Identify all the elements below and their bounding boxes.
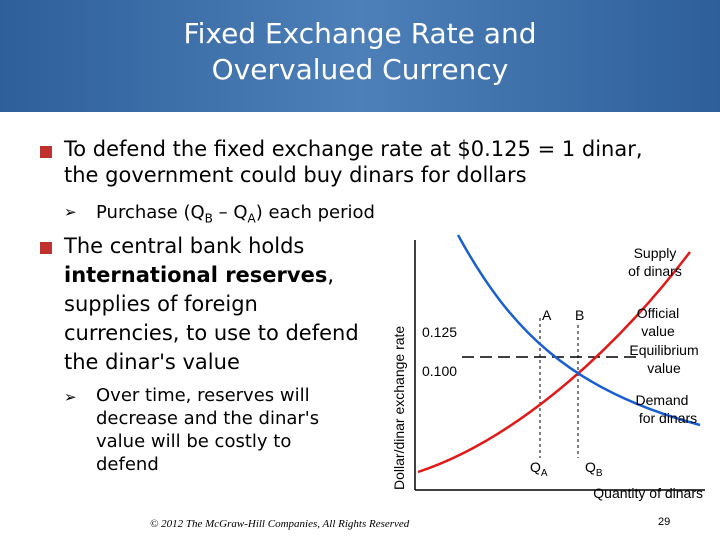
supply-label: of dinars bbox=[628, 263, 682, 279]
page-number: 29 bbox=[658, 516, 671, 528]
official-label: Official bbox=[637, 305, 680, 321]
point-label: B bbox=[575, 307, 584, 323]
qa-label: QA bbox=[530, 459, 548, 479]
text: ) each period bbox=[255, 202, 375, 223]
supply-curve bbox=[417, 251, 691, 474]
text: Purchase (Q bbox=[96, 202, 205, 223]
demand-curve bbox=[456, 234, 701, 427]
text: Q bbox=[585, 459, 596, 475]
demand-label: for dinars bbox=[639, 410, 697, 426]
bullet-text: To defend the fixed exchange rate at $0.… bbox=[64, 137, 643, 187]
subscript: B bbox=[596, 468, 603, 479]
rate-label: 0.125 bbox=[422, 324, 457, 340]
supply-label: Supply bbox=[634, 245, 677, 261]
text: , supplies of foreign currencies, to use… bbox=[64, 263, 359, 374]
header-band bbox=[0, 0, 720, 112]
text: The central bank holds bbox=[64, 234, 305, 258]
copyright: © 2012 The McGraw-Hill Companies, All Ri… bbox=[150, 518, 410, 530]
point-label: A bbox=[542, 307, 552, 323]
subscript: A bbox=[247, 211, 256, 226]
text: – Q bbox=[212, 202, 248, 223]
equilibrium-label: value bbox=[647, 360, 681, 376]
demand-label: Demand bbox=[636, 392, 689, 408]
text: Q bbox=[530, 459, 541, 475]
equilibrium-label: Equilibrium bbox=[629, 342, 698, 358]
subscript: A bbox=[541, 468, 548, 479]
sub-bullet-text: Purchase (QB – QA) each period bbox=[96, 201, 375, 231]
subscript: B bbox=[204, 211, 213, 226]
qb-label: QB bbox=[585, 459, 603, 479]
rate-label: 0.100 bbox=[422, 363, 457, 379]
sub-bullet-text: Over time, reserves will decrease and th… bbox=[96, 385, 320, 475]
bullet-marker bbox=[40, 242, 52, 254]
x-axis-label: Quantity of dinars bbox=[593, 485, 703, 501]
y-axis-label: Dollar/dinar exchange rate bbox=[391, 326, 407, 490]
bold-text: international reserves bbox=[64, 263, 328, 287]
bullet-marker bbox=[40, 146, 52, 158]
sub-bullet-marker: ➢ bbox=[64, 203, 77, 221]
bullet-text: The central bank holds international res… bbox=[64, 232, 364, 377]
official-label: value bbox=[641, 323, 675, 339]
title: Fixed Exchange Rate and Overvalued Curre… bbox=[183, 17, 537, 86]
sub-bullet-marker: ➢ bbox=[64, 388, 77, 406]
